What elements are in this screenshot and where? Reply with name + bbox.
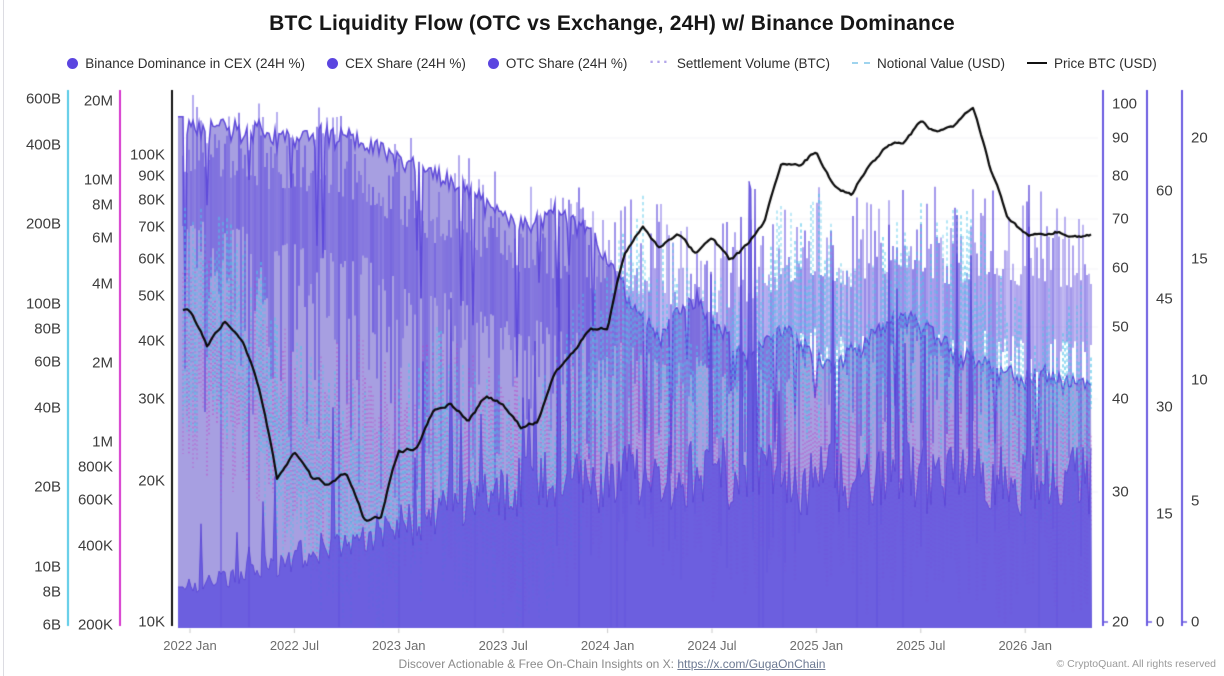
y-tick-label-cex: 15 <box>1156 505 1173 523</box>
series-dot-icon <box>487 57 499 69</box>
y-tick-label-notional: 100B <box>25 295 61 313</box>
y-tick-label-dominance: 40 <box>1112 390 1129 408</box>
y-tick-label-settlement: 20M <box>83 92 113 110</box>
chart-title: BTC Liquidity Flow (OTC vs Exchange, 24H… <box>269 12 955 35</box>
y-tick-label-notional: 400B <box>25 136 61 154</box>
legend-item-settlement-volume[interactable]: ··· Settlement Volume (BTC) <box>649 54 830 71</box>
y-tick-label-notional: 8B <box>42 583 61 601</box>
y-tick-label-settlement: 10M <box>83 171 113 189</box>
legend: Binance Dominance in CEX (24H %) CEX Sha… <box>0 54 1224 72</box>
y-tick-label-otc: 10 <box>1191 371 1208 389</box>
promo-text: Discover Actionable & Free On-Chain Insi… <box>398 657 675 671</box>
y-tick-label-price: 30K <box>138 390 165 408</box>
y-tick-label-dominance: 70 <box>1112 210 1129 228</box>
x-tick-label: 2025 Jul <box>896 638 946 653</box>
y-tick-label-cex: 60 <box>1156 182 1173 200</box>
y-tick-label-price: 20K <box>138 472 165 490</box>
dotted-line-marker-icon: ··· <box>649 54 670 71</box>
legend-item-notional-value[interactable]: Notional Value (USD) <box>851 55 1006 71</box>
y-tick-label-notional: 40B <box>34 399 61 417</box>
x-tick-label: 2025 Jan <box>789 638 844 653</box>
y-tick-label-notional: 80B <box>34 320 61 338</box>
x-tick-label: 2022 Jan <box>163 638 217 653</box>
y-tick-label-dominance: 20 <box>1112 613 1129 631</box>
y-tick-label-settlement: 200K <box>77 616 113 634</box>
y-tick-label-dominance: 80 <box>1112 167 1129 185</box>
y-tick-label-price: 80K <box>138 191 165 209</box>
legend-item-label: Settlement Volume (BTC) <box>676 55 830 71</box>
x-tick-label: 2023 Jul <box>478 638 528 653</box>
x-tick-label: 2024 Jan <box>580 638 635 653</box>
promo-link[interactable]: https://x.com/GugaOnChain <box>677 657 826 671</box>
y-tick-label-dominance: 30 <box>1112 483 1129 501</box>
x-tick-label: 2024 Jul <box>687 638 737 653</box>
series-dot-icon <box>67 57 79 69</box>
y-tick-label-price: 90K <box>138 167 165 185</box>
legend-item-binance-dominance[interactable]: Binance Dominance in CEX (24H %) <box>67 56 305 71</box>
y-tick-label-settlement: 4M <box>92 275 113 293</box>
legend-item-label: Binance Dominance in CEX (24H %) <box>85 55 306 71</box>
y-tick-label-settlement: 600K <box>77 491 113 509</box>
legend-item-label: OTC Share (24H %) <box>505 55 628 71</box>
y-tick-label-notional: 6B <box>42 616 61 634</box>
y-tick-label-settlement: 2M <box>92 354 113 372</box>
y-tick-label-cex: 45 <box>1156 290 1173 308</box>
copyright-notice: © CryptoQuant. All rights reserved <box>1056 658 1216 670</box>
legend-item-otc-share[interactable]: OTC Share (24H %) <box>487 55 628 71</box>
footer-promo: Discover Actionable & Free On-Chain Insi… <box>0 657 1224 671</box>
legend-item-label: Price BTC (USD) <box>1054 55 1157 71</box>
legend-item-label: CEX Share (24H %) <box>345 55 466 71</box>
solid-line-marker-icon <box>1027 61 1048 65</box>
y-tick-label-dominance: 100 <box>1112 95 1138 113</box>
y-tick-label-otc: 5 <box>1191 492 1200 510</box>
y-tick-label-price: 50K <box>138 287 165 305</box>
y-tick-label-dominance: 90 <box>1112 129 1129 147</box>
y-tick-label-otc: 0 <box>1191 613 1200 631</box>
y-tick-label-price: 60K <box>138 250 165 268</box>
y-tick-label-otc: 20 <box>1191 129 1208 147</box>
y-tick-label-notional: 20B <box>34 478 61 496</box>
legend-item-price-btc[interactable]: Price BTC (USD) <box>1027 56 1157 71</box>
y-tick-label-cex: 0 <box>1156 613 1165 631</box>
x-tick-label: 2022 Jul <box>269 638 319 653</box>
y-tick-label-notional: 10B <box>34 558 61 576</box>
y-tick-label-price: 100K <box>129 146 165 164</box>
y-tick-label-dominance: 60 <box>1112 259 1129 277</box>
y-tick-label-settlement: 800K <box>77 458 113 476</box>
y-tick-label-notional: 600B <box>25 90 61 108</box>
y-tick-label-notional: 60B <box>34 353 61 371</box>
y-tick-label-notional: 200B <box>25 215 61 233</box>
series-dot-icon <box>327 57 339 69</box>
x-tick-label: 2026 Jan <box>998 638 1052 653</box>
y-tick-label-settlement: 6M <box>92 229 113 247</box>
y-tick-label-price: 10K <box>138 613 165 631</box>
legend-item-cex-share[interactable]: CEX Share (24H %) <box>327 56 466 71</box>
y-tick-label-settlement: 1M <box>92 433 113 451</box>
y-tick-label-settlement: 400K <box>77 537 113 555</box>
legend-item-label: Notional Value (USD) <box>876 55 1006 71</box>
y-tick-label-cex: 30 <box>1156 398 1173 415</box>
y-tick-label-price: 40K <box>138 332 165 350</box>
y-tick-label-dominance: 50 <box>1112 318 1129 336</box>
dashed-line-marker-icon <box>851 62 870 64</box>
y-tick-label-otc: 15 <box>1191 250 1208 268</box>
x-tick-label: 2023 Jan <box>372 638 426 653</box>
y-tick-label-settlement: 8M <box>92 196 113 214</box>
y-tick-label-price: 70K <box>138 218 165 236</box>
